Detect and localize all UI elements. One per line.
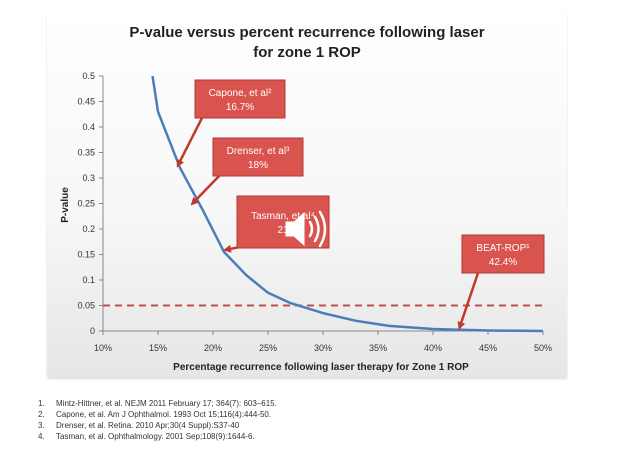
reference-text: Capone, et al. Am J Ophthalmol. 1993 Oct… <box>56 410 272 419</box>
reference-item: 1. Mintz-Hittner, et al. NEJM 2011 Februa… <box>38 399 277 408</box>
y-tick-label: 0.4 <box>82 122 95 132</box>
callout: Tasman, et al⁴ 21 <box>223 195 330 253</box>
x-tick-label: 30% <box>314 343 332 353</box>
callout-box <box>461 234 545 274</box>
y-tick-label: 0.25 <box>77 199 95 209</box>
y-tick-label: 0.5 <box>82 71 95 81</box>
callout-label: 42.4% <box>489 257 517 268</box>
x-tick-label: 45% <box>479 343 497 353</box>
callout-label: Drenser, et al³ <box>227 146 290 157</box>
y-tick-label: 0.1 <box>82 275 95 285</box>
references-list: 1. Mintz-Hittner, et al. NEJM 2011 Februa… <box>38 398 598 442</box>
x-tick-label: 40% <box>424 343 442 353</box>
callout-label: 16.7% <box>226 102 254 113</box>
callout-arrow <box>457 272 480 330</box>
callout-label: 18% <box>248 160 268 171</box>
callout: Drenser, et al³ 18% <box>190 137 304 206</box>
callout-box <box>212 137 304 177</box>
y-tick-label: 0.45 <box>77 97 95 107</box>
callout-arrow <box>190 173 222 206</box>
y-tick-label: 0.35 <box>77 148 95 158</box>
chart-title-line-2: for zone 1 ROP <box>253 44 361 61</box>
x-tick-label: 25% <box>259 343 277 353</box>
reference-item: 3. Drenser, et al. Retina. 2010 Apr;30(4 … <box>38 421 240 430</box>
callout-label: Tasman, et al⁴ <box>251 211 315 222</box>
reference-item: 4. Tasman, et al. Ophthalmology. 2001 Sep… <box>38 432 255 441</box>
speaker-icon[interactable] <box>282 206 336 252</box>
y-tick-label: 0 <box>90 326 95 336</box>
reference-text: Drenser, et al. Retina. 2010 Apr;30(4 Su… <box>56 421 240 430</box>
x-tick-label: 35% <box>369 343 387 353</box>
x-tick-label: 50% <box>534 343 552 353</box>
x-tick-label: 20% <box>204 343 222 353</box>
y-tick-label: 0.05 <box>77 301 95 311</box>
callout-box <box>194 79 286 119</box>
callout-label: Capone, et al² <box>209 88 272 99</box>
callout-label: BEAT-ROP¹ <box>476 243 530 254</box>
y-tick-label: 0.2 <box>82 224 95 234</box>
callout: BEAT-ROP¹ 42.4% <box>457 234 545 330</box>
reference-item: 2. Capone, et al. Am J Ophthalmol. 1993 O… <box>38 410 272 419</box>
chart-title-line-1: P-value versus percent recurrence follow… <box>129 24 485 41</box>
reference-text: Tasman, et al. Ophthalmology. 2001 Sep;1… <box>56 432 255 441</box>
reference-text: Mintz-Hittner, et al. NEJM 2011 February… <box>56 399 277 408</box>
callout-arrow <box>176 115 205 168</box>
y-tick-label: 0.3 <box>82 173 95 183</box>
y-tick-label: 0.15 <box>77 250 95 260</box>
x-axis-label: Percentage recurrence following laser th… <box>173 362 469 373</box>
series-line <box>151 75 544 333</box>
callout: Capone, et al² 16.7% <box>176 79 286 168</box>
callout-label: 21 <box>277 225 289 236</box>
x-tick-label: 15% <box>149 343 167 353</box>
y-axis-label: P-value <box>60 187 71 223</box>
callout-box <box>236 195 330 249</box>
chart-panel <box>47 12 567 378</box>
x-tick-label: 10% <box>94 343 112 353</box>
